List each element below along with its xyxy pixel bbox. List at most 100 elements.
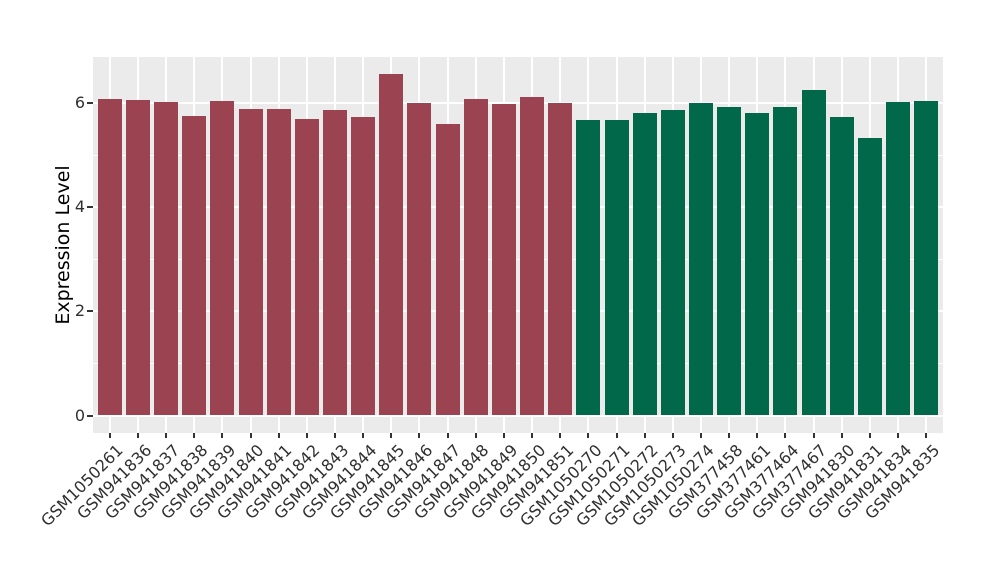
x-tick-mark bbox=[418, 433, 421, 438]
bar bbox=[379, 74, 404, 416]
bar bbox=[266, 108, 291, 416]
bar bbox=[604, 119, 629, 416]
x-tick-mark bbox=[334, 433, 337, 438]
bar bbox=[857, 137, 882, 416]
bar bbox=[885, 101, 910, 416]
bar bbox=[914, 100, 939, 416]
bar bbox=[773, 106, 798, 416]
x-tick-mark bbox=[108, 433, 111, 438]
bar bbox=[97, 99, 122, 416]
x-tick-mark bbox=[728, 433, 731, 438]
x-tick-label: GSM1050261 bbox=[37, 440, 127, 531]
x-tick-mark bbox=[925, 433, 928, 438]
x-tick-label: GSM941836 bbox=[72, 440, 156, 523]
gridline-major-horizontal bbox=[93, 206, 943, 209]
bar bbox=[182, 116, 207, 416]
bar bbox=[632, 113, 657, 416]
bar bbox=[745, 112, 770, 416]
x-tick-mark bbox=[165, 433, 168, 438]
x-tick-label: GSM1050271 bbox=[543, 440, 634, 531]
x-tick-label: GSM941837 bbox=[100, 440, 184, 523]
x-tick-mark bbox=[193, 433, 196, 438]
x-tick-label: GSM941834 bbox=[832, 440, 915, 523]
x-tick-mark bbox=[277, 433, 280, 438]
x-tick-label: GSM941847 bbox=[382, 440, 465, 523]
bar bbox=[660, 110, 685, 416]
bar bbox=[548, 102, 573, 416]
bar bbox=[210, 101, 235, 416]
x-tick-label: GSM1050270 bbox=[515, 440, 606, 531]
x-tick-label: GSM941846 bbox=[354, 440, 437, 523]
x-tick-label: GSM941831 bbox=[804, 440, 887, 523]
bar bbox=[829, 116, 854, 416]
x-tick-mark bbox=[756, 433, 759, 438]
bar bbox=[323, 110, 348, 416]
bar bbox=[463, 98, 488, 416]
x-tick-label: GSM941838 bbox=[129, 440, 212, 523]
x-tick-mark bbox=[474, 433, 477, 438]
x-tick-label: GSM1050273 bbox=[600, 440, 690, 531]
bar bbox=[407, 102, 432, 416]
bar bbox=[294, 118, 319, 416]
x-tick-label: GSM941844 bbox=[297, 440, 381, 523]
y-axis-title: Expression Level bbox=[52, 165, 74, 325]
x-tick-mark bbox=[840, 433, 843, 438]
x-tick-mark bbox=[446, 433, 449, 438]
x-tick-mark bbox=[671, 433, 674, 438]
x-tick-label: GSM941840 bbox=[185, 440, 268, 523]
gridline-major-horizontal bbox=[93, 310, 943, 313]
y-tick-label: 6 bbox=[74, 92, 85, 112]
y-tick-label: 0 bbox=[74, 405, 85, 425]
x-tick-label: GSM941835 bbox=[860, 440, 944, 523]
x-tick-mark bbox=[390, 433, 393, 438]
x-tick-mark bbox=[249, 433, 252, 438]
bar bbox=[717, 107, 742, 416]
x-tick-label: GSM1050274 bbox=[628, 440, 718, 531]
x-tick-label: GSM377461 bbox=[691, 440, 775, 523]
bar bbox=[576, 119, 601, 416]
plot-panel bbox=[93, 57, 943, 433]
x-tick-label: GSM1050272 bbox=[572, 440, 662, 531]
x-tick-label: GSM941841 bbox=[213, 440, 296, 523]
x-tick-mark bbox=[137, 433, 140, 438]
x-tick-mark bbox=[615, 433, 618, 438]
x-tick-mark bbox=[502, 433, 505, 438]
x-tick-label: GSM941839 bbox=[157, 440, 240, 523]
bar bbox=[491, 103, 516, 416]
x-tick-mark bbox=[587, 433, 590, 438]
bar bbox=[126, 99, 151, 416]
x-tick-label: GSM941843 bbox=[269, 440, 353, 523]
x-tick-label: GSM941830 bbox=[776, 440, 859, 523]
bar bbox=[238, 108, 263, 416]
x-tick-mark bbox=[812, 433, 815, 438]
bar bbox=[154, 101, 179, 416]
gridline-minor-horizontal bbox=[93, 362, 943, 364]
x-tick-label: GSM377464 bbox=[720, 440, 803, 523]
gridline-major-horizontal bbox=[93, 414, 943, 417]
bar bbox=[351, 117, 376, 416]
x-tick-label: GSM941848 bbox=[410, 440, 493, 523]
x-tick-mark bbox=[643, 433, 646, 438]
x-tick-mark bbox=[305, 433, 308, 438]
bar bbox=[801, 90, 826, 416]
gridline-minor-horizontal bbox=[93, 258, 943, 260]
x-tick-mark bbox=[559, 433, 562, 438]
bar bbox=[520, 96, 545, 416]
x-tick-label: GSM377458 bbox=[663, 440, 747, 523]
x-tick-label: GSM941849 bbox=[438, 440, 521, 523]
bar bbox=[435, 124, 460, 416]
x-tick-mark bbox=[699, 433, 702, 438]
gridline-minor-horizontal bbox=[93, 154, 943, 156]
x-tick-label: GSM941842 bbox=[241, 440, 324, 523]
x-tick-label: GSM377467 bbox=[748, 440, 831, 523]
x-tick-mark bbox=[784, 433, 787, 438]
x-tick-label: GSM941845 bbox=[326, 440, 409, 523]
gridline-major-horizontal bbox=[93, 101, 943, 104]
bar bbox=[688, 102, 713, 416]
x-tick-label: GSM941850 bbox=[466, 440, 550, 523]
x-tick-label: GSM941851 bbox=[494, 440, 578, 523]
x-tick-mark bbox=[868, 433, 871, 438]
x-tick-mark bbox=[896, 433, 899, 438]
x-tick-mark bbox=[362, 433, 365, 438]
